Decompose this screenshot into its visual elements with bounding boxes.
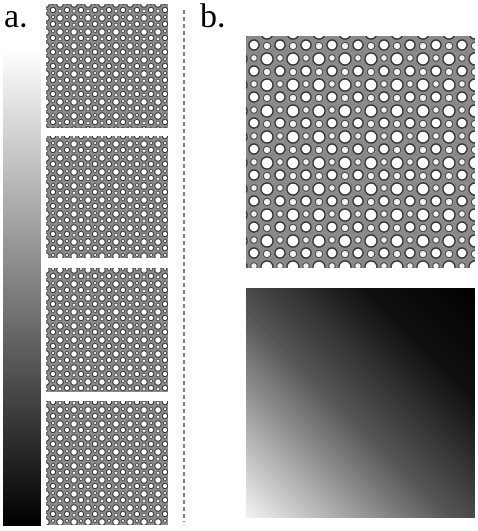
porous-structure bbox=[46, 4, 168, 128]
panel-label-b: b. bbox=[200, 0, 226, 35]
porous-structure bbox=[46, 268, 168, 392]
porous-structure-large bbox=[246, 36, 475, 268]
panel-label-a: a. bbox=[4, 0, 28, 35]
porous-structure bbox=[46, 136, 168, 258]
gradient-scale-bar bbox=[3, 50, 41, 526]
gradient-map bbox=[246, 288, 475, 518]
porous-structure bbox=[46, 401, 168, 525]
